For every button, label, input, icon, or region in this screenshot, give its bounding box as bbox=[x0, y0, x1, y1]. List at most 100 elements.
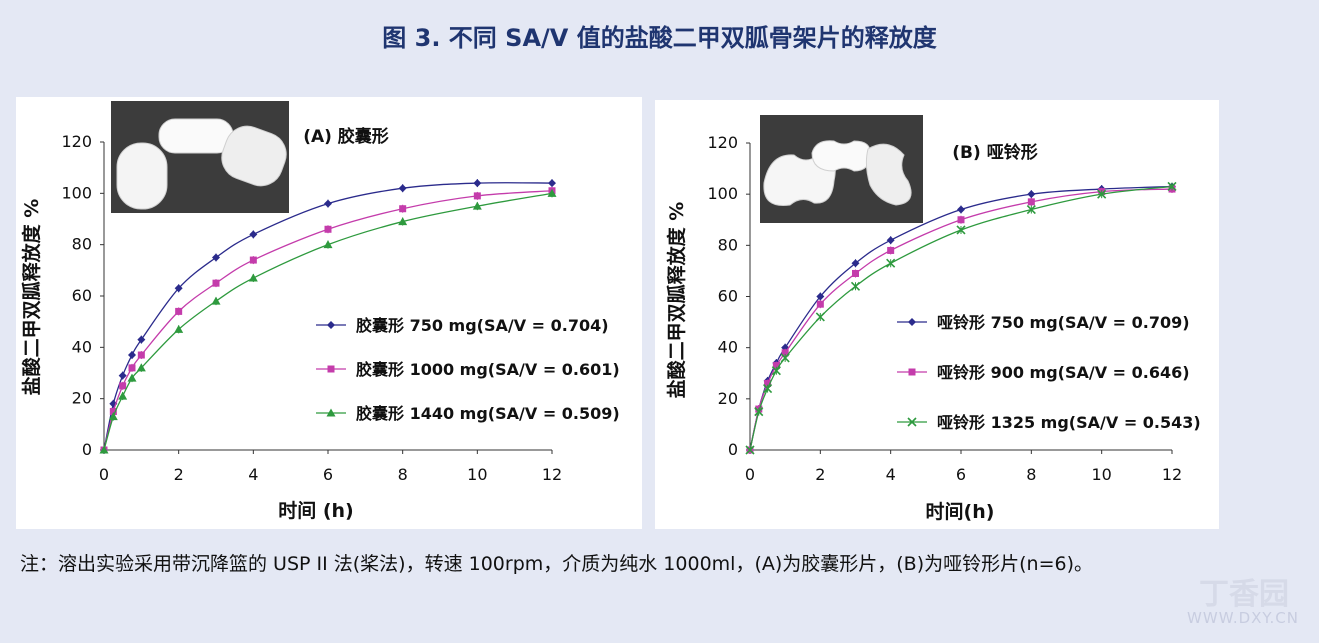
y-tick-label: 100 bbox=[707, 184, 738, 203]
data-point bbox=[137, 335, 146, 344]
x-tick-label: 10 bbox=[467, 465, 487, 484]
x-tick-label: 12 bbox=[542, 465, 562, 484]
y-tick-label: 20 bbox=[72, 389, 92, 408]
y-tick-label: 20 bbox=[718, 389, 738, 408]
data-point bbox=[780, 353, 790, 363]
data-point bbox=[99, 445, 109, 454]
data-point bbox=[1027, 190, 1036, 199]
legend-entry: 胶囊形 1000 mg(SA/V = 0.601) bbox=[356, 360, 620, 379]
watermark: WWW.DXY.CN bbox=[1187, 609, 1299, 627]
data-point bbox=[137, 351, 145, 359]
dumbbell-tablet bbox=[865, 143, 912, 206]
x-tick-label: 12 bbox=[1162, 465, 1182, 484]
legend-marker bbox=[908, 318, 916, 326]
chart-panel-b: 0 20 40 60 80 100 120 0 2 4 6 8 10 12 哑铃形 750 mg(SA/V … bbox=[655, 100, 1219, 529]
y-tick-label: 40 bbox=[72, 337, 92, 356]
legend-entry: 哑铃形 900 mg(SA/V = 0.646) bbox=[937, 363, 1190, 382]
footnote: 注：溶出实验采用带沉降篮的 USP II 法(桨法)，转速 100rpm，介质为… bbox=[20, 553, 1094, 575]
x-tick-label: 10 bbox=[1091, 465, 1111, 484]
data-point bbox=[174, 284, 183, 293]
data-point bbox=[128, 364, 136, 372]
data-point bbox=[109, 408, 117, 415]
chart-b: 0 20 40 60 80 100 120 0 2 4 6 8 10 12 哑铃形 750 mg(SA/V … bbox=[665, 115, 1201, 523]
data-point bbox=[324, 225, 332, 233]
legend-marker bbox=[908, 368, 916, 376]
data-point bbox=[772, 362, 780, 370]
data-point bbox=[763, 384, 773, 394]
data-point bbox=[248, 273, 258, 282]
chart-title: (B) 哑铃形 bbox=[952, 142, 1037, 163]
legend-marker bbox=[327, 365, 335, 373]
data-point bbox=[118, 371, 127, 380]
data-point bbox=[816, 300, 824, 308]
data-point bbox=[771, 366, 781, 376]
data-point bbox=[1097, 189, 1107, 199]
data-point bbox=[119, 382, 127, 390]
legend-marker bbox=[907, 417, 917, 427]
data-point bbox=[886, 236, 895, 245]
data-point bbox=[957, 205, 965, 214]
capsule-tablet bbox=[158, 118, 234, 154]
y-axis-label: 盐酸二甲双胍释放度 % bbox=[20, 199, 43, 396]
data-point bbox=[957, 216, 965, 224]
data-point bbox=[127, 373, 137, 382]
capsule-tablet bbox=[116, 142, 168, 210]
y-tick-label: 40 bbox=[718, 338, 738, 357]
y-tick-label: 100 bbox=[61, 183, 92, 202]
data-point bbox=[754, 407, 764, 417]
data-point bbox=[212, 253, 220, 262]
tablet-photo bbox=[760, 115, 923, 223]
data-point bbox=[851, 259, 860, 268]
data-point bbox=[212, 279, 220, 287]
data-point bbox=[1167, 181, 1177, 192]
y-tick-label: 120 bbox=[707, 133, 738, 152]
data-point bbox=[108, 412, 118, 421]
data-point bbox=[815, 312, 825, 322]
y-tick-label: 0 bbox=[82, 440, 92, 459]
capsule-tablet bbox=[221, 125, 287, 187]
legend-marker bbox=[326, 408, 336, 417]
x-tick-label: 0 bbox=[745, 465, 755, 484]
x-tick-label: 0 bbox=[99, 465, 109, 484]
x-tick-label: 2 bbox=[174, 465, 184, 484]
data-point bbox=[136, 363, 146, 372]
data-point bbox=[174, 324, 184, 333]
data-point bbox=[886, 258, 896, 268]
data-point bbox=[473, 192, 481, 200]
tablet-photo bbox=[111, 101, 289, 213]
dumbbell-tablet bbox=[811, 140, 871, 172]
legend-entry: 哑铃形 750 mg(SA/V = 0.709) bbox=[937, 313, 1190, 332]
data-point bbox=[547, 188, 557, 197]
x-tick-label: 2 bbox=[815, 465, 825, 484]
figure-title: 图 3. 不同 SA/V 值的盐酸二甲双胍骨架片的释放度 bbox=[382, 24, 937, 52]
data-point bbox=[249, 230, 258, 239]
data-point bbox=[128, 351, 136, 360]
data-point bbox=[398, 217, 408, 226]
legend-entry: 哑铃形 1325 mg(SA/V = 0.543) bbox=[937, 413, 1201, 432]
x-axis-label: 时间 (h) bbox=[278, 500, 354, 522]
data-point bbox=[850, 281, 861, 291]
data-point bbox=[781, 349, 789, 357]
data-point bbox=[399, 205, 407, 213]
y-axis-label: 盐酸二甲双胍释放度 % bbox=[665, 202, 688, 399]
data-point bbox=[764, 379, 772, 387]
y-tick-label: 60 bbox=[718, 287, 738, 306]
x-tick-label: 6 bbox=[956, 465, 966, 484]
y-tick-label: 0 bbox=[728, 440, 738, 459]
data-point bbox=[249, 256, 257, 264]
data-point bbox=[887, 246, 895, 254]
chart-panel-a: 0 20 40 60 80 100 120 0 2 4 6 8 10 12 胶囊形 750 mg(SA/V … bbox=[16, 97, 642, 529]
data-point bbox=[745, 445, 755, 455]
y-tick-label: 120 bbox=[61, 132, 92, 151]
legend-entry: 胶囊形 750 mg(SA/V = 0.704) bbox=[356, 316, 609, 335]
chart-title: (A) 胶囊形 bbox=[303, 126, 389, 147]
data-point bbox=[1026, 204, 1036, 215]
data-point bbox=[323, 240, 333, 249]
data-point bbox=[548, 179, 556, 188]
data-point bbox=[324, 199, 332, 208]
data-point bbox=[398, 184, 407, 193]
x-tick-label: 8 bbox=[398, 465, 408, 484]
x-tick-label: 4 bbox=[886, 465, 896, 484]
x-tick-label: 4 bbox=[248, 465, 258, 484]
x-tick-label: 8 bbox=[1026, 465, 1036, 484]
